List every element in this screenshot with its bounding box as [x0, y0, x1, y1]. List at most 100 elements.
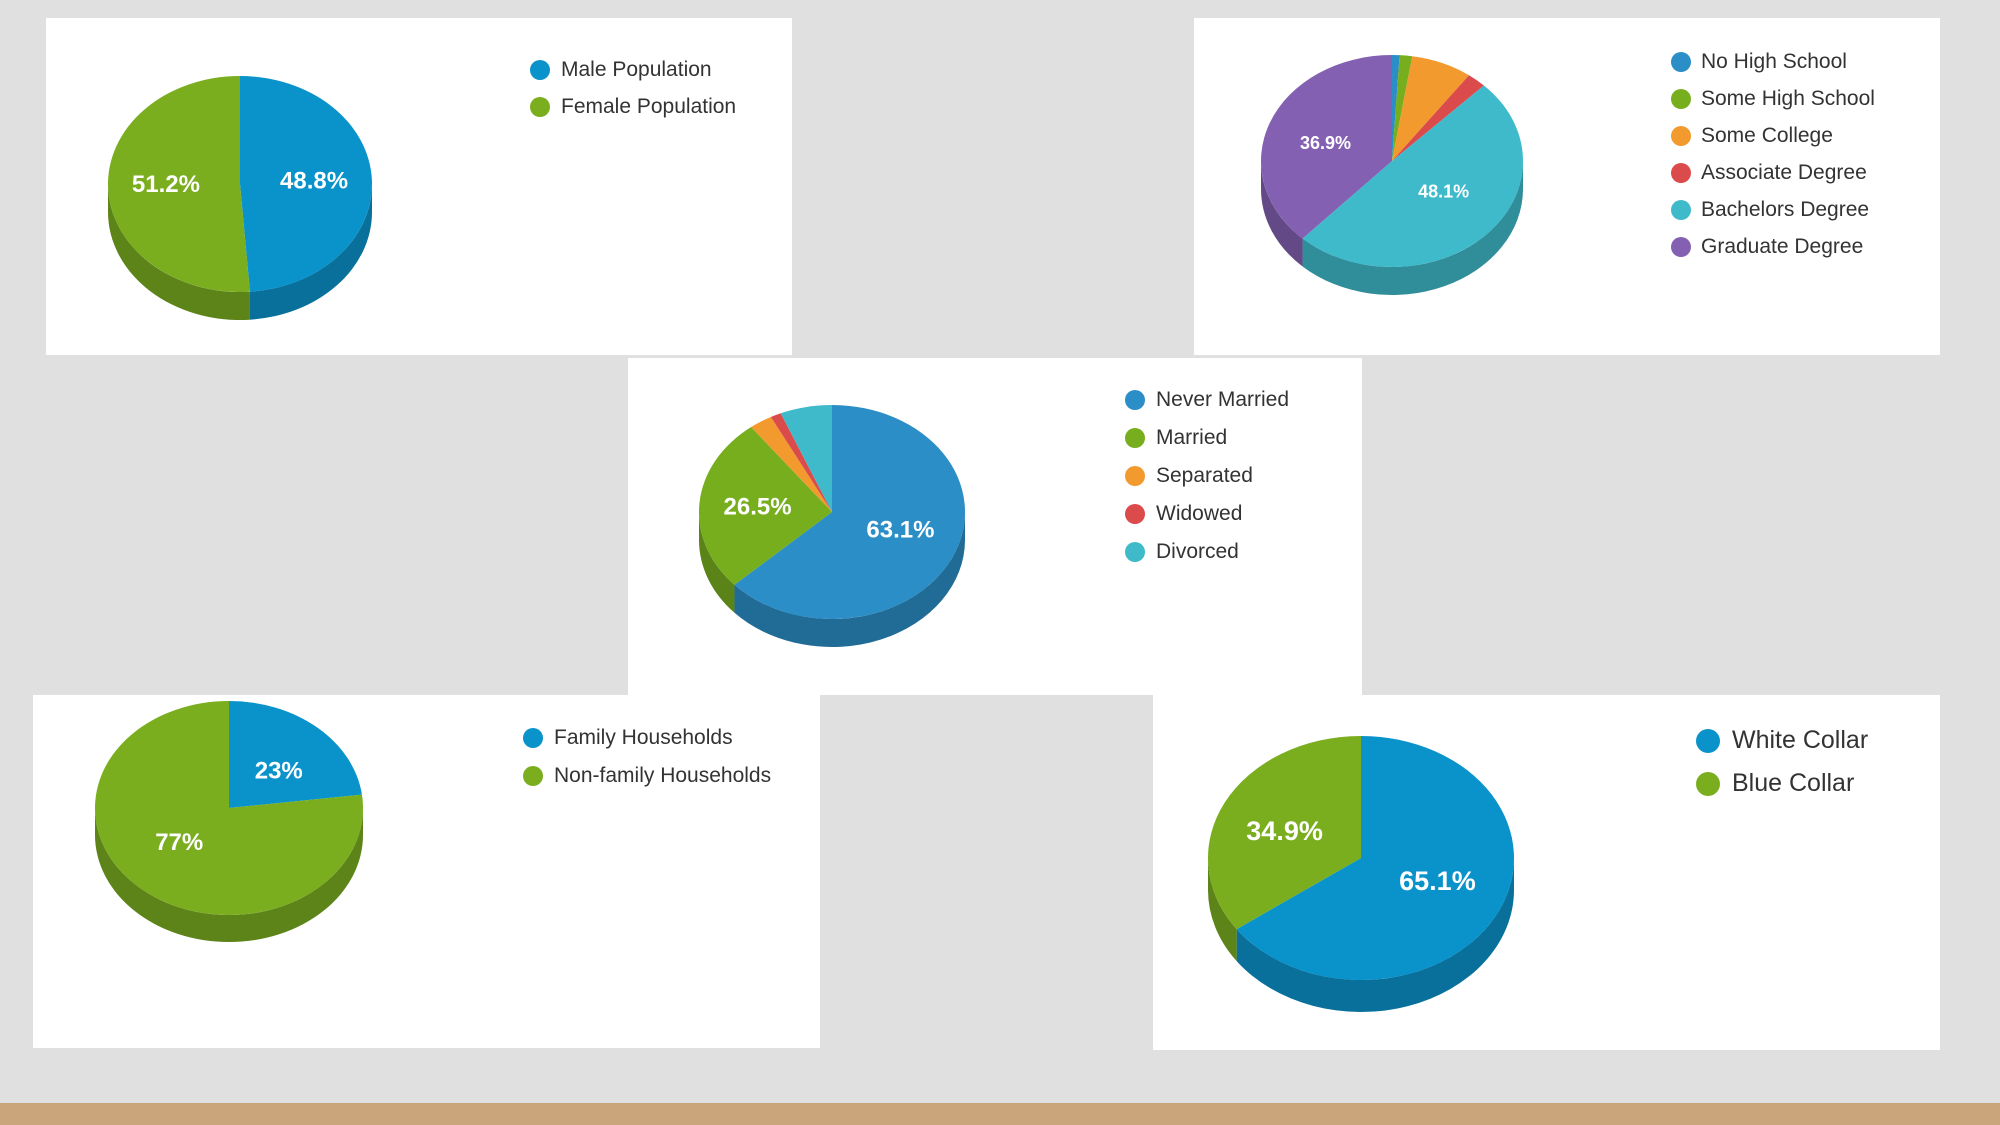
legend-swatch — [1125, 390, 1145, 410]
pie-slice-widowed[interactable] — [770, 413, 832, 512]
legend-item[interactable]: Family Households — [523, 719, 771, 757]
legend-swatch — [1671, 199, 1691, 220]
footer-bar — [0, 1103, 2000, 1125]
legend-label: Separated — [1156, 464, 1253, 487]
pie-side-walls — [699, 512, 965, 647]
pie-data-label: 36.9% — [1300, 133, 1351, 153]
chart-panel-occupation: 65.1% 34.9% White Collar Blue Collar — [1153, 695, 1940, 1050]
pie-chart-gender: 48.8% 51.2% — [108, 76, 373, 320]
legend-item[interactable]: Never Married — [1125, 381, 1289, 419]
legend-item[interactable]: Married — [1125, 419, 1289, 457]
pie-slice-male-population[interactable] — [240, 76, 373, 292]
legend-item[interactable]: Bachelors Degree — [1671, 191, 1875, 228]
pie-side-walls — [108, 184, 372, 320]
legend-swatch — [530, 59, 550, 80]
pie-side-married — [699, 512, 735, 613]
legend-item[interactable]: Blue Collar — [1696, 762, 1868, 805]
pie-slice-female-population[interactable] — [108, 76, 250, 292]
pie-side-blue-collar — [1208, 858, 1237, 962]
legend-item[interactable]: Female Population — [530, 88, 736, 125]
pie-slice-no-high-school[interactable] — [1392, 55, 1400, 161]
legend-label: Married — [1156, 426, 1228, 449]
pie-slice-associate-degree[interactable] — [1392, 75, 1484, 161]
legend-occupation: White Collar Blue Collar — [1696, 719, 1868, 805]
pie-slice-married[interactable] — [699, 427, 832, 585]
legend-item[interactable]: Graduate Degree — [1671, 228, 1875, 265]
legend-gender: Male Population Female Population — [530, 51, 736, 125]
pie-data-label: 26.5% — [724, 493, 792, 520]
legend-item[interactable]: Some College — [1671, 117, 1875, 154]
legend-swatch — [1671, 88, 1691, 109]
legend-label: Female Population — [561, 94, 737, 118]
pie-data-label: 48.8% — [280, 168, 348, 195]
legend-swatch — [1696, 728, 1720, 753]
legend-item[interactable]: Associate Degree — [1671, 154, 1875, 191]
legend-item[interactable]: White Collar — [1696, 719, 1868, 762]
pie-side-male-population — [249, 184, 372, 320]
pie-chart-education: 48.1% 36.9% — [1261, 55, 1523, 295]
legend-swatch — [1125, 504, 1145, 524]
pie-side-bachelors-degree — [1302, 161, 1523, 295]
legend-households: Family Households Non-family Households — [523, 719, 771, 795]
legend-label: Male Population — [561, 57, 712, 81]
pie-slice-white-collar[interactable] — [1236, 736, 1514, 980]
legend-label: Some College — [1701, 123, 1833, 147]
legend-label: Never Married — [1156, 388, 1290, 411]
pie-side-never-married — [734, 512, 965, 647]
pie-data-label: 51.2% — [132, 171, 200, 198]
pie-chart-occupation: 65.1% 34.9% — [1208, 736, 1514, 1012]
pie-chart-marital: 63.1% 26.5% — [699, 405, 965, 647]
pie-data-label: 23% — [255, 758, 303, 785]
legend-item[interactable]: Non-family Households — [523, 757, 771, 795]
pie-slice-never-married[interactable] — [734, 405, 965, 619]
pie-data-label: 65.1% — [1399, 866, 1476, 896]
legend-education: No High School Some High School Some Colle… — [1671, 43, 1875, 265]
legend-item[interactable]: Divorced — [1125, 533, 1289, 571]
pie-side-graduate-degree — [1261, 161, 1303, 267]
legend-label: Family Households — [554, 726, 733, 749]
legend-label: Some High School — [1701, 86, 1875, 110]
legend-item[interactable]: Some High School — [1671, 80, 1875, 117]
legend-swatch — [1671, 51, 1691, 72]
legend-label: Blue Collar — [1732, 769, 1855, 797]
legend-swatch — [523, 728, 543, 748]
legend-swatch — [1125, 428, 1145, 448]
legend-label: Widowed — [1156, 502, 1243, 525]
legend-label: Bachelors Degree — [1701, 197, 1870, 221]
chart-panel-households: 23% 77% Family Households Non-family House… — [33, 695, 820, 1048]
legend-swatch — [1671, 125, 1691, 146]
pie-slice-divorced[interactable] — [780, 405, 832, 512]
pie-side-non-family-households — [95, 808, 363, 942]
legend-item[interactable]: Separated — [1125, 457, 1289, 495]
pie-slice-graduate-degree[interactable] — [1261, 55, 1392, 239]
pie-slice-bachelors-degree[interactable] — [1302, 85, 1523, 268]
pie-side-walls — [95, 808, 363, 942]
pie-side-walls — [1208, 858, 1514, 1012]
legend-label: Divorced — [1156, 540, 1239, 563]
chart-panel-gender: 48.8% 51.2% Male Population Female Populat… — [46, 18, 792, 355]
legend-label: Non-family Households — [554, 764, 772, 787]
legend-marital: Never Married Married Separated Widowed Divo… — [1125, 381, 1289, 571]
legend-item[interactable]: Male Population — [530, 51, 736, 88]
pie-side-walls — [1261, 161, 1523, 295]
pie-side-female-population — [108, 184, 250, 320]
chart-panel-marital: 63.1% 26.5% Never Married Married Separated… — [628, 358, 1362, 695]
pie-data-label: 77% — [155, 829, 203, 856]
pie-slice-some-college[interactable] — [1392, 56, 1469, 161]
legend-item[interactable]: Widowed — [1125, 495, 1289, 533]
pie-side-white-collar — [1236, 858, 1514, 1012]
pie-data-label: 34.9% — [1246, 816, 1323, 846]
legend-item[interactable]: No High School — [1671, 43, 1875, 80]
pie-data-label: 48.1% — [1418, 182, 1469, 202]
legend-label: Associate Degree — [1701, 160, 1867, 184]
pie-slice-non-family-households[interactable] — [94, 701, 364, 915]
legend-label: Graduate Degree — [1701, 234, 1864, 258]
pie-slice-separated[interactable] — [751, 416, 832, 512]
pie-slice-some-high-school[interactable] — [1392, 55, 1413, 161]
pie-slice-blue-collar[interactable] — [1208, 736, 1361, 930]
legend-swatch — [1696, 771, 1720, 796]
pie-slice-family-households[interactable] — [229, 701, 362, 808]
legend-swatch — [523, 766, 543, 786]
legend-label: White Collar — [1732, 726, 1869, 754]
legend-swatch — [1671, 236, 1691, 257]
